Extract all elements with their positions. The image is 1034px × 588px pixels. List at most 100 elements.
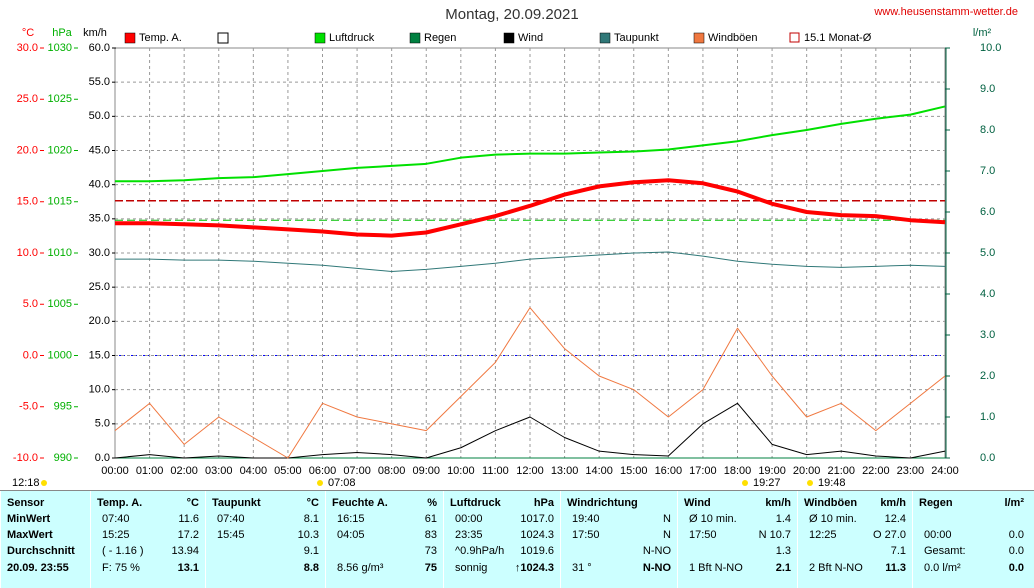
axis-unit: hPa [52, 27, 72, 39]
table-cell: 00:00 [924, 529, 952, 541]
table-cell: 13.1 [177, 562, 199, 574]
column-divider [325, 491, 326, 588]
table-cell: Taupunkt [212, 497, 261, 509]
y-tick-label: 2.0 [980, 370, 995, 382]
table-cell: hPa [533, 497, 554, 509]
table-cell: MaxWert [7, 529, 53, 541]
table-cell: 17.2 [177, 529, 199, 541]
sun-icon [742, 480, 748, 486]
series-line [115, 105, 946, 183]
series-line [115, 251, 946, 272]
table-cell: N-NO [642, 545, 671, 557]
y-tick-label: 1.0 [980, 411, 995, 423]
x-tick-label: 16:00 [655, 465, 683, 477]
legend-swatch [503, 32, 515, 44]
sun-time: 12:18 [12, 477, 40, 489]
x-tick-label: 03:00 [205, 465, 233, 477]
legend-swatch [124, 32, 136, 44]
table-cell: 1 Bft N-NO [689, 562, 743, 574]
table-cell: 16:15 [337, 513, 365, 525]
y-tick-label: -5.0 [19, 401, 38, 413]
y-tick-label: 5.0 [23, 298, 38, 310]
x-tick-label: 15:00 [620, 465, 648, 477]
table-cell: 0.0 [1008, 562, 1024, 574]
x-tick-label: 01:00 [136, 465, 164, 477]
y-tick-label: 5.0 [95, 418, 110, 430]
table-cell: 8.56 g/m³ [337, 562, 384, 574]
table-cell: km/h [765, 497, 791, 509]
table-cell: 2 Bft N-NO [809, 562, 863, 574]
table-cell: N-NO [642, 562, 671, 574]
table-cell: Feuchte A. [332, 497, 388, 509]
y-tick-label: -10.0 [13, 452, 38, 464]
table-cell: 83 [424, 529, 437, 541]
table-cell: 7.1 [890, 545, 906, 557]
table-cell: Windrichtung [567, 497, 638, 509]
table-cell: Windböen [804, 497, 858, 509]
y-tick-label: 9.0 [980, 83, 995, 95]
legend-swatch [314, 32, 326, 44]
column-divider [443, 491, 444, 588]
table-cell: 19:40 [572, 513, 600, 525]
y-tick-label: 1000 [48, 349, 72, 361]
y-tick-label: 30.0 [89, 247, 110, 259]
x-tick-label: 19:00 [758, 465, 786, 477]
table-cell: Temp. A. [97, 497, 143, 509]
table-cell: 2.1 [775, 562, 791, 574]
table-cell: l/m² [1004, 497, 1024, 509]
column-divider [0, 491, 1, 588]
table-cell: 31 ° [572, 562, 592, 574]
table-cell: 1019.6 [520, 545, 554, 557]
legend-swatch [789, 32, 800, 43]
column-divider [560, 491, 561, 588]
y-tick-label: 6.0 [980, 206, 995, 218]
legend-label: Windböen [708, 32, 758, 44]
table-cell: 12:25 [809, 529, 837, 541]
x-tick-label: 12:00 [516, 465, 544, 477]
table-cell: O 27.0 [872, 529, 906, 541]
x-tick-label: 09:00 [412, 465, 440, 477]
y-tick-label: 20.0 [89, 315, 110, 327]
y-tick-label: 990 [54, 452, 72, 464]
series-line [114, 402, 946, 459]
x-tick-label: 18:00 [724, 465, 752, 477]
y-tick-label: 1005 [48, 298, 72, 310]
table-cell: 1.3 [775, 545, 791, 557]
y-tick-label: 0.0 [23, 349, 38, 361]
table-cell: 13.94 [171, 545, 199, 557]
sun-icon [41, 480, 47, 486]
legend-label: 15.1 Monat-Ø [804, 32, 872, 44]
y-tick-label: 40.0 [89, 179, 110, 191]
column-divider [677, 491, 678, 588]
x-tick-label: 05:00 [274, 465, 302, 477]
x-tick-label: 20:00 [793, 465, 821, 477]
sun-time: 07:08 [328, 477, 356, 489]
table-cell: 23:35 [455, 529, 483, 541]
table-cell: 11.6 [178, 513, 199, 525]
table-cell: F: 75 % [102, 562, 140, 574]
x-tick-label: 00:00 [101, 465, 129, 477]
table-cell: ^0.9hPa/h [455, 545, 505, 557]
series-line [114, 307, 946, 459]
column-divider [90, 491, 91, 588]
table-cell: 04:05 [337, 529, 365, 541]
table-cell: 0.0 l/m² [924, 562, 961, 574]
table-cell: 0.0 [1008, 545, 1024, 557]
y-tick-label: 60.0 [89, 42, 110, 54]
sun-icon [807, 480, 813, 486]
legend-label: Luftdruck [329, 32, 375, 44]
y-tick-label: 3.0 [980, 329, 995, 341]
table-cell: Durchschnitt [7, 545, 75, 557]
table-cell: Sensor [7, 497, 45, 509]
y-tick-label: 10.0 [980, 42, 1001, 54]
y-tick-label: 1015 [48, 196, 72, 208]
table-cell: MinWert [7, 513, 51, 525]
table-cell: Ø 10 min. [809, 513, 857, 525]
table-cell: 12.4 [884, 513, 906, 525]
table-cell: 15:25 [102, 529, 130, 541]
sun-time: 19:48 [818, 477, 846, 489]
sun-time: 19:27 [753, 477, 781, 489]
y-tick-label: 25.0 [89, 281, 110, 293]
y-tick-label: 7.0 [980, 165, 995, 177]
